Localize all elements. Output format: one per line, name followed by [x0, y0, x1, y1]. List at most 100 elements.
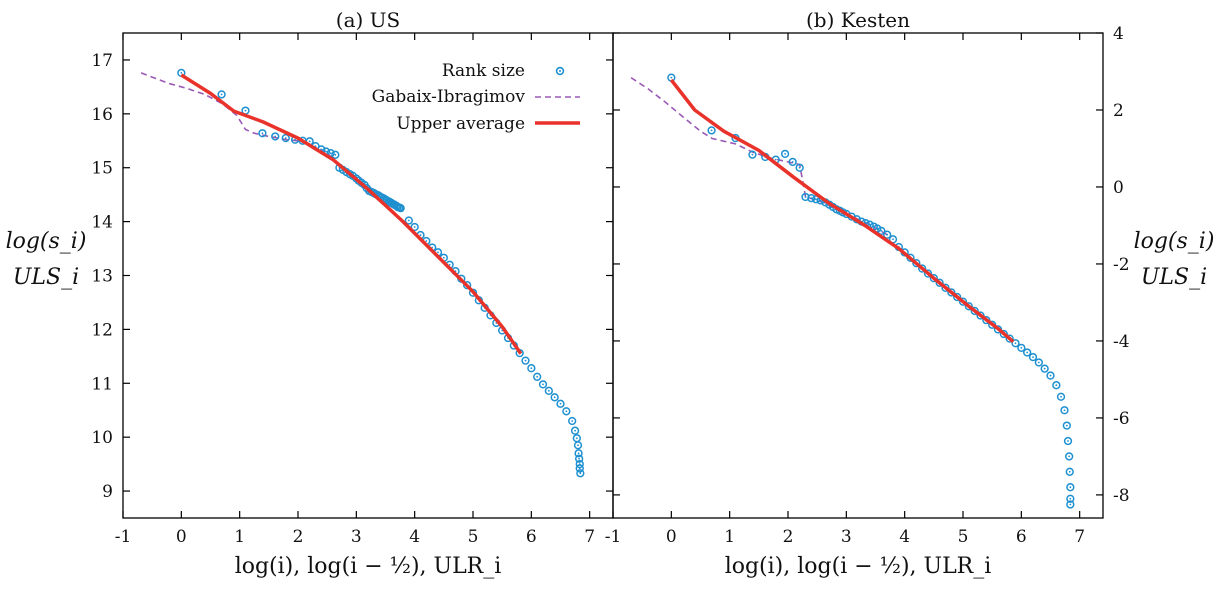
rank-size-point-center	[1069, 486, 1072, 489]
rank-size-point	[912, 259, 921, 268]
rank-size-point-center	[399, 207, 402, 210]
rank-size-point-center	[810, 197, 813, 200]
plot-frame-kesten	[612, 32, 1104, 519]
y-tick-label-us: 11	[91, 374, 113, 394]
rank-size-point	[1065, 452, 1074, 461]
rank-size-point	[575, 459, 584, 469]
y-axis-label-left: log(s_i) ULS_i	[6, 229, 87, 290]
legend-label-rank-size: Rank size	[442, 61, 525, 81]
legend-item-upper-average: Upper average	[396, 114, 580, 134]
rank-size-point-center	[880, 229, 883, 232]
rank-size-point-center	[1037, 361, 1040, 364]
y-tick-label-us: 13	[91, 267, 113, 287]
rank-size-point	[1066, 500, 1075, 509]
rank-size-point	[538, 380, 548, 389]
rank-size-point-center	[565, 410, 568, 413]
rank-size-point	[550, 393, 559, 402]
rank-size-point-center	[577, 444, 579, 447]
y-tick-label-us: 15	[91, 159, 113, 179]
rank-size-point	[576, 469, 585, 478]
rank-size-point-center	[1069, 503, 1072, 506]
rank-size-point	[556, 399, 565, 408]
rank-size-point	[918, 264, 927, 273]
rank-size-point	[1028, 352, 1038, 362]
rank-size-point	[217, 90, 226, 99]
gabaix-ibragimov-line	[140, 72, 402, 211]
panel-kesten: (b) Kesten -8 -6 -4 -2 0 2 4 -1 0 1 2 3 4 5 6 7 log(i)…	[605, 8, 1130, 579]
rank-size-point-center	[886, 233, 889, 236]
rank-size-point	[1063, 436, 1073, 446]
rank-size-point-center	[1043, 367, 1046, 370]
x-tick-label-kesten: 3	[841, 527, 852, 547]
rank-size-point-center	[1026, 351, 1029, 354]
legend-item-rank-size: Rank size	[442, 61, 565, 81]
rank-size-point	[1005, 334, 1014, 343]
x-tick-label-us: -1	[115, 527, 132, 547]
rank-size-point-center	[530, 367, 533, 370]
upper-average-line	[180, 73, 523, 355]
rank-size-point-center	[220, 93, 223, 96]
rank-size-point-center	[1068, 455, 1071, 458]
rank-size-point	[795, 163, 804, 172]
rank-size-point-center	[1032, 356, 1034, 359]
rank-size-point	[533, 372, 542, 381]
rank-size-point	[574, 449, 583, 458]
y-tick-label-kesten: -2	[1113, 255, 1130, 275]
y-tick-label-us: 9	[102, 482, 113, 502]
rank-size-point-center	[294, 138, 296, 141]
rank-size-point	[573, 441, 583, 450]
rank-size-point-center	[308, 140, 311, 143]
rank-size-point-center	[413, 226, 416, 228]
rank-size-point-center	[407, 219, 410, 222]
rank-size-point-center	[553, 396, 556, 399]
rank-size-point	[748, 150, 757, 159]
y-tick-label-kesten: -4	[1113, 332, 1130, 352]
rank-size-point	[575, 454, 584, 463]
rank-size-point-center	[819, 199, 822, 202]
rank-size-point-center	[325, 150, 327, 153]
rank-size-point	[807, 193, 816, 203]
rank-size-point-center	[574, 429, 576, 432]
rank-size-point	[396, 203, 405, 213]
rank-size-point	[788, 157, 797, 167]
rank-size-point	[1056, 392, 1066, 401]
rank-size-point	[953, 292, 962, 302]
x-tick-label-kesten: 0	[666, 527, 677, 547]
y-ticks-us: 9 10 11 12 13 14 15 16 17	[91, 51, 613, 502]
rank-size-point	[404, 216, 413, 225]
x-tick-label-us: 6	[526, 527, 537, 547]
rank-size-point	[544, 386, 553, 395]
x-tick-label-us: 4	[409, 527, 420, 547]
y-tick-label-kesten: 4	[1113, 24, 1124, 44]
y-axis-label-right: log(s_i) ULS_i	[1134, 229, 1215, 290]
rank-size-point	[1017, 343, 1026, 353]
rank-size-point	[929, 274, 938, 283]
x-tick-label-us: 5	[468, 527, 479, 547]
y-tick-label-us: 16	[91, 105, 113, 125]
rank-size-point-center	[577, 452, 580, 455]
rank-size-point	[883, 230, 892, 239]
rank-size-point-center	[542, 383, 544, 386]
rank-size-point	[707, 126, 716, 135]
rank-size-point	[258, 129, 267, 138]
rank-size-point	[999, 329, 1008, 339]
rank-size-point-center	[284, 137, 287, 139]
rank-size-point	[570, 426, 580, 435]
y-label-right-line2: ULS_i	[1141, 265, 1207, 290]
rank-size-point-center	[524, 359, 527, 362]
rank-size-point-center	[442, 256, 445, 259]
rank-size-point-center	[448, 263, 451, 266]
y-label-right-line1: log(s_i)	[1134, 229, 1215, 254]
plot-frame-us	[122, 32, 614, 519]
rank-size-point	[941, 283, 950, 292]
rank-size-point-center	[751, 153, 754, 156]
rank-size-point	[521, 356, 530, 365]
y-tick-label-us: 10	[91, 428, 113, 448]
rank-size-point-center	[1067, 440, 1069, 442]
rank-size-point-center	[419, 234, 422, 236]
rank-size-point-center	[798, 166, 801, 169]
rank-size-point	[562, 407, 571, 416]
rank-size-point	[947, 288, 956, 297]
y-tick-label-kesten: 0	[1113, 178, 1124, 198]
rank-size-point	[935, 278, 944, 287]
